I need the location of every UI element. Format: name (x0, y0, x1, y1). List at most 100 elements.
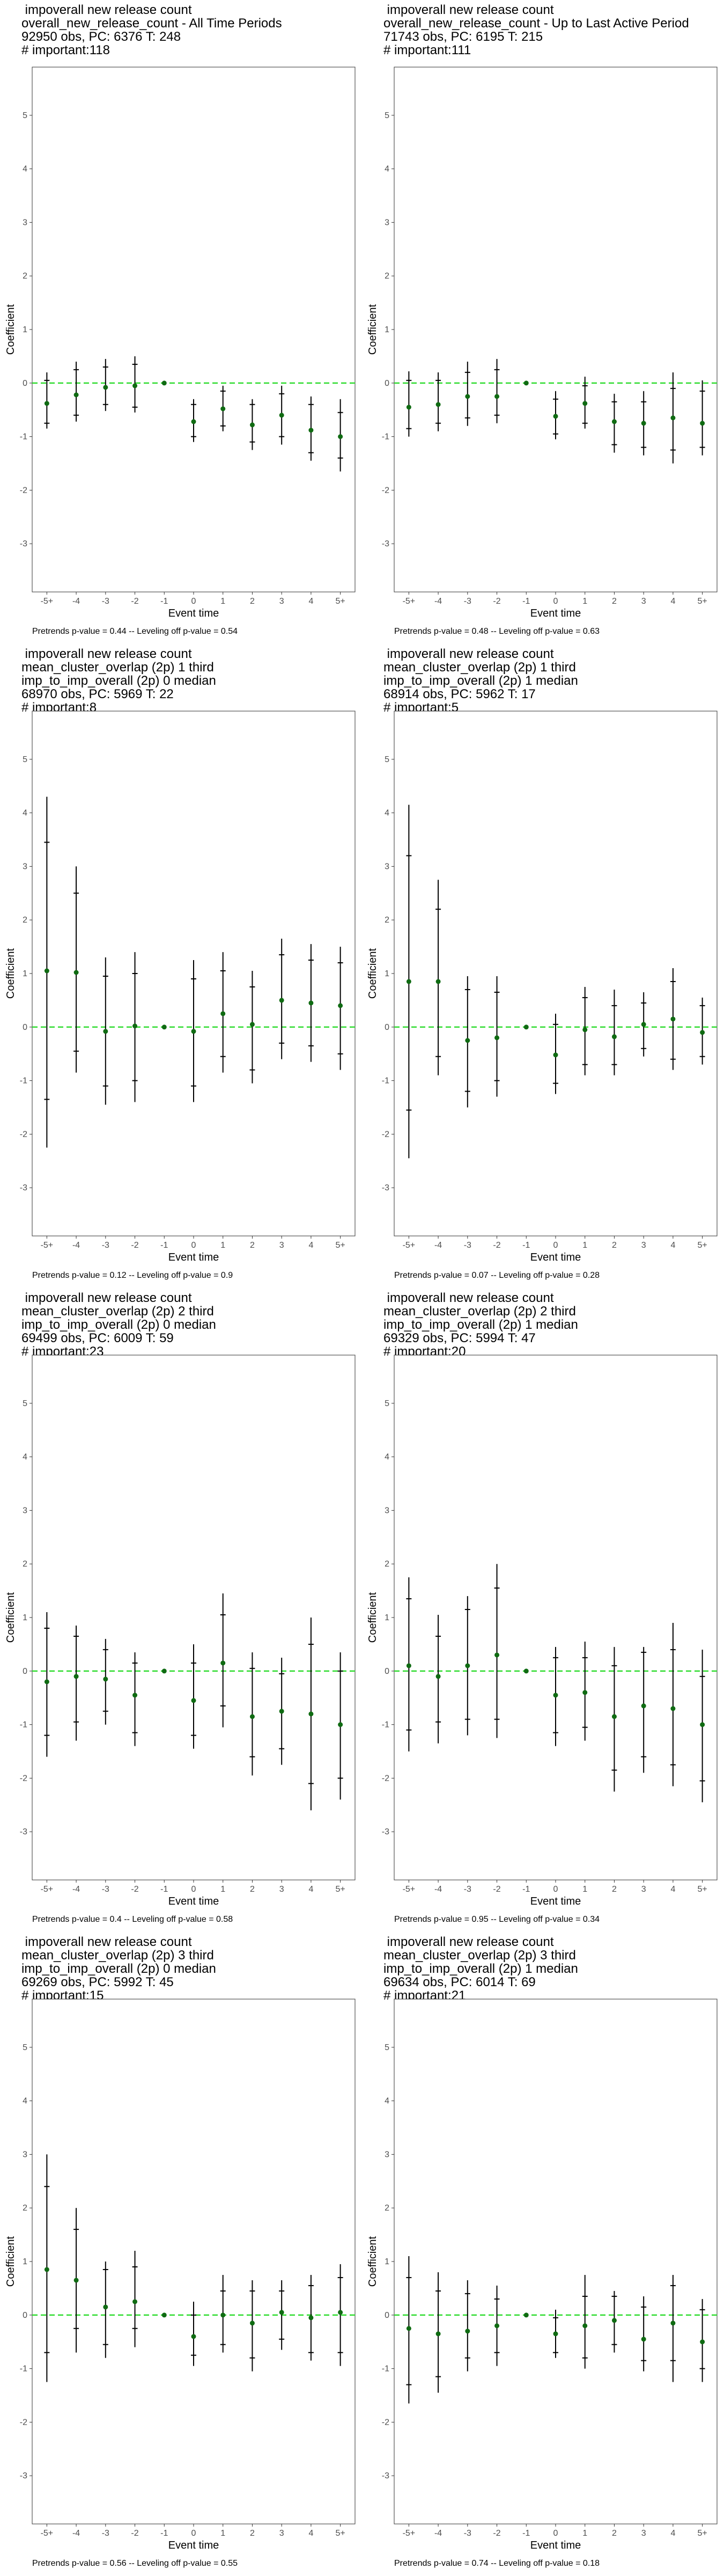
panel-title-line: imp_to_imp_overall (2p) 0 median (21, 674, 216, 688)
x-tick-label: 4 (670, 2529, 675, 2538)
y-axis-title: Coefficient (367, 1592, 379, 1643)
y-tick-label: 1 (385, 2257, 389, 2266)
estimate-point (191, 2334, 196, 2339)
panel-8: impoverall new release count mean_cluster… (362, 1932, 724, 2576)
pvalue-caption: Pretrends p-value = 0.48 -- Leveling off… (394, 627, 600, 636)
panel-title-line: impoverall new release count (21, 647, 192, 661)
x-tick-label: -4 (434, 2529, 442, 2538)
panel-title-line: impoverall new release count (383, 1291, 554, 1305)
estimate-point (582, 1027, 588, 1033)
y-tick-label: 3 (23, 1506, 27, 1515)
x-tick-label: 5+ (698, 1241, 707, 1250)
y-tick-label: -2 (382, 486, 389, 495)
x-tick-label: -1 (522, 1241, 530, 1250)
event-study-plot: -3 -2 -1 0 1 2 3 4 5 -5+ -4 -3 -2 -1 0 1 2 3 4 5+ Event time… (5, 1999, 356, 2551)
event-study-plot: -3 -2 -1 0 1 2 3 4 5 -5+ -4 -3 -2 -1 0 1 2 3 4 5+ Event time… (5, 711, 356, 1263)
panel-title-line: overall_new_release_count - All Time Per… (21, 16, 282, 31)
x-tick-label: -3 (102, 597, 109, 606)
panel-title: impoverall new release count mean_cluster… (383, 647, 578, 714)
estimate-point (308, 2315, 314, 2321)
pvalue-caption: Pretrends p-value = 0.56 -- Leveling off… (32, 2559, 238, 2568)
x-tick-label: 4 (308, 1241, 313, 1250)
y-tick-label: -3 (20, 1827, 27, 1836)
estimate-point (494, 1035, 500, 1041)
x-tick-label: 4 (308, 2529, 313, 2538)
y-tick-label: 3 (385, 2150, 389, 2159)
x-tick-label: 4 (670, 1241, 675, 1250)
estimate-point (435, 402, 441, 407)
estimate-point (611, 1034, 617, 1040)
x-tick-label: 2 (612, 1885, 617, 1894)
panel-title-line: mean_cluster_overlap (2p) 2 third (21, 1304, 214, 1319)
y-tick-label: 0 (23, 379, 27, 388)
y-tick-label: -2 (20, 2418, 27, 2427)
x-axis-title: Event time (530, 2540, 581, 2551)
panel-title-line: imp_to_imp_overall (2p) 0 median (21, 1318, 216, 1332)
panel-title-line: mean_cluster_overlap (2p) 3 third (21, 1948, 214, 1963)
x-tick-label: 4 (308, 597, 313, 606)
x-tick-label: 3 (641, 1885, 646, 1894)
estimate-point (73, 970, 79, 975)
estimate-point (611, 419, 617, 425)
x-tick-label: 0 (191, 597, 196, 606)
estimate-point (132, 1693, 138, 1698)
y-tick-label: -1 (20, 2365, 27, 2374)
x-tick-label: 5+ (336, 2529, 345, 2538)
estimate-point (338, 1003, 343, 1008)
x-tick-label: 1 (220, 2529, 225, 2538)
y-tick-label: 2 (23, 916, 27, 925)
panel-title-line: impoverall new release count (21, 1291, 192, 1305)
x-tick-label: -2 (493, 1885, 500, 1894)
x-tick-label: -3 (464, 2529, 471, 2538)
panel-title-line: mean_cluster_overlap (2p) 3 third (383, 1948, 576, 1963)
x-tick-label: 4 (308, 1885, 313, 1894)
x-tick-label: -1 (522, 2529, 530, 2538)
panel-title: impoverall new release count mean_cluster… (383, 1291, 578, 1358)
x-tick-label: -5+ (41, 1885, 54, 1894)
y-tick-label: -3 (20, 539, 27, 548)
estimate-point (338, 2310, 343, 2315)
x-tick-label: -3 (464, 597, 471, 606)
y-tick-label: -2 (20, 1774, 27, 1783)
estimate-point (279, 998, 284, 1003)
y-tick-label: -3 (382, 2471, 389, 2480)
estimate-point (641, 1022, 646, 1027)
pvalue-caption: Pretrends p-value = 0.07 -- Leveling off… (394, 1271, 600, 1280)
x-tick-label: 5+ (698, 597, 707, 606)
panel-title-line: mean_cluster_overlap (2p) 1 third (21, 660, 214, 675)
x-tick-label: 2 (250, 1885, 255, 1894)
panel-title-line: # important:118 (21, 43, 110, 57)
event-study-plot: -3 -2 -1 0 1 2 3 4 5 -5+ -4 -3 -2 -1 0 1 2 3 4 5+ Event time… (367, 67, 718, 619)
y-tick-label: 5 (385, 755, 389, 764)
x-axis-title: Event time (530, 1252, 581, 1263)
estimate-point (132, 1023, 138, 1029)
estimate-point (44, 1679, 49, 1685)
x-tick-label: -2 (131, 2529, 138, 2538)
y-tick-label: 3 (23, 218, 27, 227)
y-tick-label: 5 (385, 1399, 389, 1408)
x-tick-label: 1 (220, 597, 225, 606)
estimate-point (249, 422, 255, 428)
y-tick-label: -1 (382, 1721, 389, 1730)
y-tick-label: 3 (385, 862, 389, 871)
x-tick-label: -1 (160, 2529, 168, 2538)
y-tick-label: -3 (382, 539, 389, 548)
x-tick-label: 2 (612, 2529, 617, 2538)
y-tick-label: -1 (20, 1721, 27, 1730)
estimate-point (103, 2304, 108, 2310)
y-tick-label: 1 (385, 325, 389, 334)
panel-title-line: 69499 obs, PC: 6009 T: 59 (21, 1331, 174, 1345)
panel-title-line: 69329 obs, PC: 5994 T: 47 (383, 1331, 536, 1345)
panel-title-line: 68970 obs, PC: 5969 T: 22 (21, 687, 174, 701)
estimate-point (279, 2310, 284, 2315)
event-study-plot: -3 -2 -1 0 1 2 3 4 5 -5+ -4 -3 -2 -1 0 1 2 3 4 5+ Event time… (5, 67, 356, 619)
estimate-point (611, 2318, 617, 2323)
estimate-point (465, 2329, 470, 2334)
y-tick-label: 4 (385, 165, 389, 174)
estimate-point (191, 419, 196, 425)
x-tick-label: -1 (160, 1241, 168, 1250)
x-tick-label: 1 (582, 1885, 587, 1894)
x-tick-label: -2 (131, 1241, 138, 1250)
estimate-point (465, 394, 470, 399)
y-tick-label: -2 (382, 1130, 389, 1139)
